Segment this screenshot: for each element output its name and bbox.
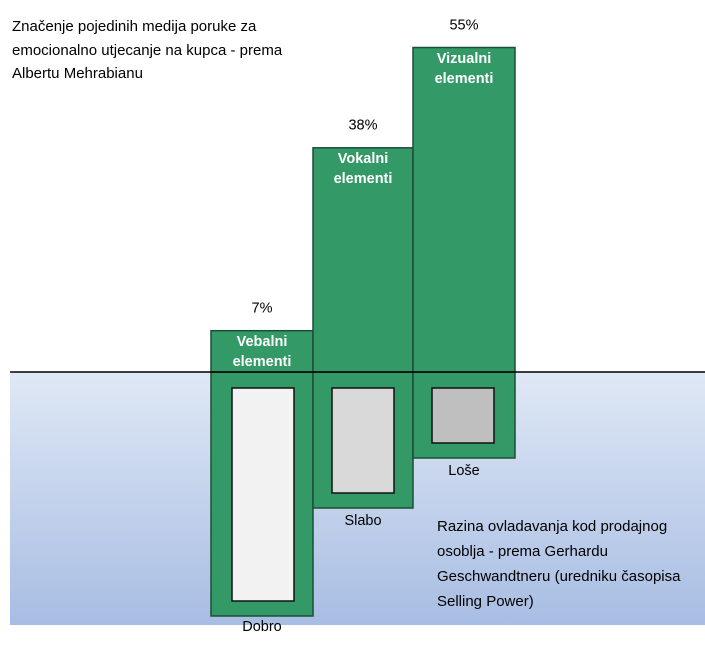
value-label: 7% — [252, 301, 273, 317]
inner-box — [331, 387, 395, 494]
category-label: Vokalni elementi — [333, 150, 393, 187]
value-label: 38% — [348, 118, 377, 134]
inner-box — [431, 387, 495, 444]
lower-label: Slabo — [344, 513, 382, 529]
lower-label: Dobro — [242, 619, 282, 635]
chart-title: Značenje pojedinih medija poruke za emoc… — [12, 18, 283, 82]
bar — [312, 147, 414, 373]
lower-label: Loše — [448, 463, 480, 479]
annotation: Razina ovladavanja kod prodajnog osoblja… — [437, 518, 681, 610]
value-label: 55% — [449, 17, 478, 33]
category-label: Vebalni elementi — [232, 333, 292, 370]
inner-box — [231, 387, 295, 602]
bar — [412, 46, 516, 373]
category-label: Vizualni elementi — [434, 50, 494, 87]
